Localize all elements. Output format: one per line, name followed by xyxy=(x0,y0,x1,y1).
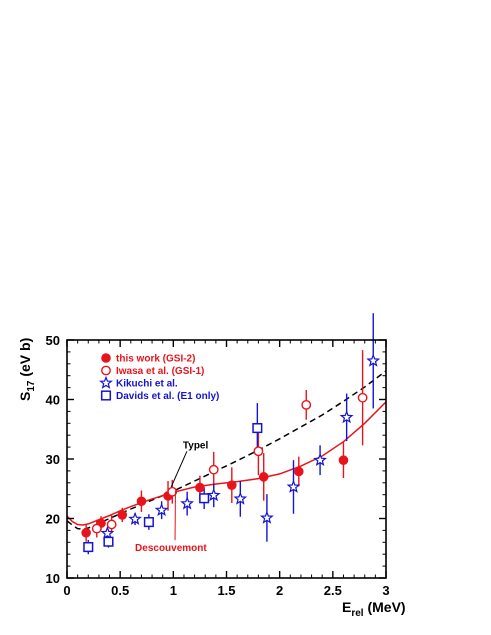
y-axis-title-unit: (eV b) xyxy=(17,338,33,381)
data-point xyxy=(366,353,381,367)
data-point xyxy=(117,510,128,520)
axis-ticks: 0 0.5 1 1.5 2 2.5 3 10 20 30 40 50 xyxy=(46,333,390,598)
data-point xyxy=(206,488,221,502)
annotation-label: Descouvemont xyxy=(135,543,207,554)
y-tick-label: 20 xyxy=(46,512,60,527)
data-point xyxy=(136,496,147,507)
data-point xyxy=(180,496,195,510)
y-axis-title: S17 (eV b) xyxy=(17,338,37,401)
data-point xyxy=(252,423,263,434)
legend-label: Kikuchi et al. xyxy=(116,379,178,390)
legend-marker xyxy=(100,390,112,401)
data-point xyxy=(286,479,301,493)
plot-frame xyxy=(66,339,387,579)
data-point xyxy=(259,510,274,524)
data-point xyxy=(301,399,312,410)
y-tick-label: 10 xyxy=(46,571,60,586)
legend: this work (GSI-2)Iwasa et al. (GSI-1) Kik… xyxy=(99,353,219,402)
annotation-pointer xyxy=(170,451,188,488)
y-axis-title-main: S xyxy=(17,392,33,401)
model-curves xyxy=(66,370,387,530)
error-bars xyxy=(85,313,374,555)
x-tick-label: 2.5 xyxy=(324,583,342,598)
data-point xyxy=(83,542,94,553)
legend-marker xyxy=(99,375,113,389)
data-point xyxy=(294,466,304,477)
curve-descouvemont xyxy=(66,401,387,526)
data-point xyxy=(103,536,114,547)
data-point xyxy=(154,502,169,517)
data-point xyxy=(227,480,237,490)
data-point xyxy=(167,486,178,497)
data-point xyxy=(233,491,248,505)
x-axis-title-sub: rel xyxy=(351,608,363,619)
legend-label: Iwasa et al. (GSI-1) xyxy=(116,366,204,377)
data-point xyxy=(81,527,91,538)
x-tick-label: 3 xyxy=(382,583,389,598)
x-axis-title-unit: (MeV) xyxy=(364,599,406,615)
legend-marker xyxy=(101,353,111,363)
data-point xyxy=(339,410,354,424)
x-tick-label: 2 xyxy=(276,583,283,598)
annotations: Typel Descouvemont xyxy=(135,440,208,554)
data-point xyxy=(357,392,368,403)
x-tick-label: 0.5 xyxy=(111,583,129,598)
y-axis-title-sub: 17 xyxy=(26,380,37,392)
y-tick-label: 40 xyxy=(46,393,60,408)
x-axis-title-main: E xyxy=(342,599,351,615)
data-point xyxy=(106,519,117,530)
data-point xyxy=(208,464,219,475)
data-point xyxy=(143,517,154,528)
data-point xyxy=(338,455,349,465)
legend-label: this work (GSI-2) xyxy=(116,354,195,365)
legend-label: Davids et al. (E1 only) xyxy=(116,391,219,402)
data-point xyxy=(100,526,115,540)
x-tick-label: 1 xyxy=(170,583,177,598)
data-point xyxy=(199,493,210,504)
data-point xyxy=(313,452,327,467)
data-point xyxy=(195,482,205,493)
data-point xyxy=(128,511,143,525)
legend-marker xyxy=(101,365,111,376)
y-tick-label: 30 xyxy=(46,452,60,467)
x-tick-label: 1.5 xyxy=(217,583,235,598)
x-tick-label: 0 xyxy=(63,583,70,598)
y-tick-label: 50 xyxy=(46,333,60,348)
data-markers xyxy=(81,353,381,553)
data-point xyxy=(91,523,102,534)
x-axis-title: Erel (MeV) xyxy=(342,599,406,619)
annotation-label: Typel xyxy=(183,440,209,451)
data-point xyxy=(258,472,269,482)
curve-typel xyxy=(66,370,387,530)
data-point xyxy=(253,446,264,457)
